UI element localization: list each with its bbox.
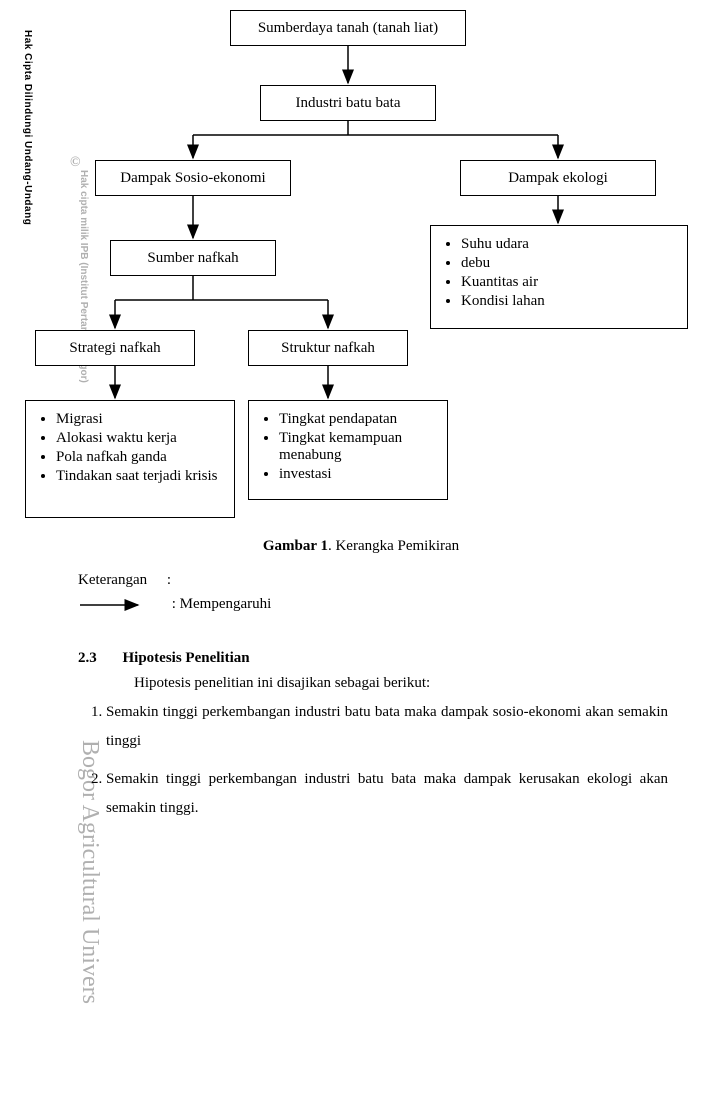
figure-caption-bold: Gambar 1 (263, 538, 328, 554)
hypothesis-2: Semakin tinggi perkembangan industri bat… (106, 765, 668, 822)
arrow-icon (78, 598, 148, 612)
section-title: Hipotesis Penelitian (123, 650, 250, 666)
node-eco-list: Suhu udara debu Kuantitas air Kondisi la… (430, 225, 688, 329)
section-hipotesis: 2.3 Hipotesis Penelitian Hipotesis penel… (78, 650, 668, 832)
structure-item-2: Tingkat kemampuan menabung (279, 430, 437, 464)
node-livelihood-source: Sumber nafkah (110, 240, 276, 276)
node-strategy-list: Migrasi Alokasi waktu kerja Pola nafkah … (25, 400, 235, 518)
eco-item-3: Kuantitas air (461, 274, 677, 291)
legend-colon: : (167, 572, 171, 588)
structure-item-1: Tingkat pendapatan (279, 411, 437, 428)
section-intro: Hipotesis penelitian ini disajikan sebag… (134, 675, 430, 691)
structure-item-3: investasi (279, 466, 437, 483)
legend-keterangan-label: Keterangan : (78, 572, 171, 589)
page: Hak Cipta Dilindungi Undang-Undang © Hak… (0, 0, 722, 1096)
strategy-item-2: Alokasi waktu kerja (56, 430, 224, 447)
watermark-protected: Hak Cipta Dilindungi Undang-Undang (22, 30, 33, 225)
hypothesis-1: Semakin tinggi perkembangan industri bat… (106, 698, 668, 755)
legend-keterangan-text: Keterangan (78, 572, 147, 588)
legend-arrow-row: : Mempengaruhi (78, 596, 271, 613)
figure-caption-rest: . Kerangka Pemikiran (328, 538, 459, 554)
node-livelihood-structure: Struktur nafkah (248, 330, 408, 366)
node-socio: Dampak Sosio-ekonomi (95, 160, 291, 196)
eco-item-4: Kondisi lahan (461, 293, 677, 310)
node-eco: Dampak ekologi (460, 160, 656, 196)
node-livelihood-strategy: Strategi nafkah (35, 330, 195, 366)
eco-item-1: Suhu udara (461, 236, 677, 253)
strategy-item-1: Migrasi (56, 411, 224, 428)
section-number: 2.3 (78, 650, 97, 666)
strategy-item-3: Pola nafkah ganda (56, 449, 224, 466)
figure-caption: Gambar 1. Kerangka Pemikiran (0, 538, 722, 555)
strategy-item-4: Tindakan saat terjadi krisis (56, 468, 224, 485)
copyright-symbol: © (70, 155, 80, 171)
legend-mempengaruhi: : Mempengaruhi (172, 596, 272, 612)
node-root: Sumberdaya tanah (tanah liat) (230, 10, 466, 46)
eco-item-2: debu (461, 255, 677, 272)
node-structure-list: Tingkat pendapatan Tingkat kemampuan men… (248, 400, 448, 500)
node-industry: Industri batu bata (260, 85, 436, 121)
